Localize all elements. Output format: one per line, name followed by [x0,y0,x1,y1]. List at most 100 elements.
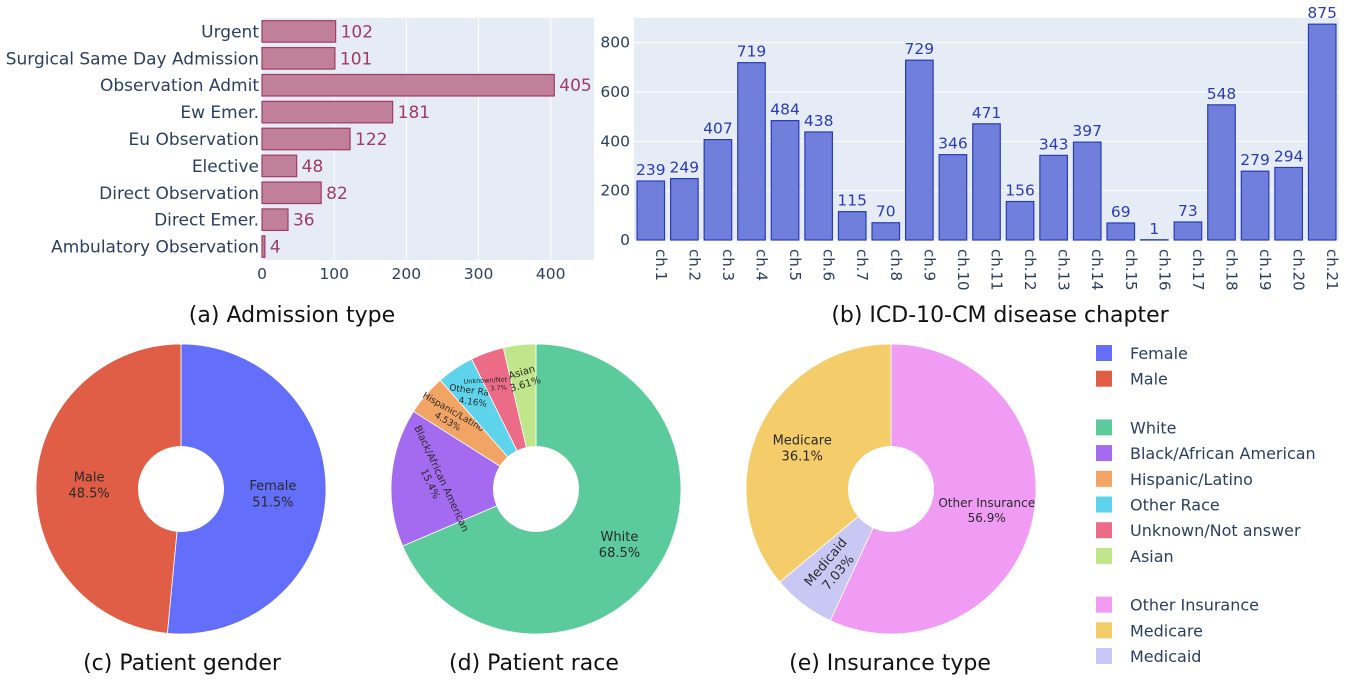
bar-ch-4 [737,62,766,241]
x-tick-label: ch.5 [786,249,804,281]
insurance-type-chart: Other Insurance 56.9%Medicaid7.03%Medicar… [745,343,1037,635]
data-label: 181 [398,103,430,123]
category-label: Surgical Same Day Admission [6,49,259,69]
admission-type-chart: 0 100 200 300 400 Urgent 102 Surgical Same Day … [6,18,594,283]
data-label: 719 [737,43,767,61]
y-tick-label: 400 [600,132,630,150]
data-label: 101 [340,49,372,69]
data-label: 346 [938,135,968,153]
bar-surgical-same-day-admission [261,46,336,70]
data-label: 69 [1111,203,1131,221]
legend-swatch-hispanic-latino [1096,470,1112,487]
category-label: Ambulatory Observation [51,238,259,258]
slice-black-african-american [390,410,537,547]
caption-insurance-type: (e) Insurance type [789,651,991,676]
data-label: 36 [293,211,315,231]
data-label: 48 [302,157,324,177]
legend-label-asian: Asian [1130,547,1174,566]
bar-ch-12 [1005,200,1035,241]
data-label: 4 [270,238,281,258]
data-label: 548 [1207,85,1237,103]
data-label: 471 [972,104,1002,122]
bar-elective [261,154,298,178]
data-label: 729 [905,40,935,58]
data-label: 249 [670,159,700,177]
slice-female [166,343,327,635]
data-label: 438 [804,112,834,130]
legend-label-black-african-american: Black/African American [1130,444,1316,463]
category-label: Ew Emer. [180,103,259,123]
x-tick-label: 200 [392,265,422,283]
data-label: 407 [703,120,733,138]
legend-swatch-other-insurance [1096,596,1112,613]
data-label: 405 [559,76,591,96]
legend: Female Male White Black/African American His… [1096,344,1316,666]
category-label: Observation Admit [100,76,259,96]
x-tick-label: 300 [464,265,494,283]
x-tick-label: ch.14 [1088,249,1106,291]
legend-swatch-unknown-not-answer [1096,522,1112,539]
patient-gender-chart: Female 51.5% Male 48.5% [35,343,327,635]
legend-label-white: White [1130,418,1177,437]
bar-ch-11 [972,123,1001,241]
bar-ew-emer [261,100,394,124]
bar-urgent [261,20,337,43]
legend-label-male: Male [1130,370,1168,389]
bar-ch-9 [904,59,934,241]
data-label: 343 [1039,135,1069,153]
x-tick-label: ch.3 [719,249,737,281]
bar-ch-3 [703,139,733,241]
x-tick-label: ch.17 [1189,249,1207,291]
x-tick-label: ch.18 [1223,249,1241,291]
legend-label-other-insurance: Other Insurance [1130,596,1259,615]
data-label: 1 [1149,220,1159,238]
bar-ch-8 [871,222,901,241]
bar-eu-observation [261,127,351,151]
slice-male [35,343,182,634]
bar-ch-15 [1106,222,1136,241]
patient-race-chart: White 68.5%Black/African American15.4%His… [390,343,682,635]
data-label: 122 [355,130,387,150]
bar-ch-18 [1207,104,1236,241]
data-label: 102 [341,22,373,42]
donut-hole [493,446,579,532]
legend-label-unknown-not-answer: Unknown/Not answer [1130,521,1301,540]
data-label: 239 [636,161,666,179]
slice-label-medicare: Medicare 36.1% [773,433,832,464]
bar-ch-13 [1039,154,1069,241]
legend-swatch-male [1096,370,1112,387]
x-tick-label: ch.6 [820,249,838,281]
bar-observation-admit [261,73,555,97]
x-tick-label: ch.19 [1256,249,1274,291]
x-tick-label: ch.20 [1290,249,1308,291]
slice-label-unknown-not-answer: Unknown/Not answer3.7% [463,374,533,394]
legend-label-medicare: Medicare [1130,621,1203,640]
legend-swatch-black-african-american [1096,445,1112,462]
data-label: 156 [1005,182,1035,200]
legend-swatch-medicaid [1096,648,1112,664]
legend-label-medicaid: Medicaid [1130,647,1201,666]
x-tick-label: ch.7 [853,249,871,281]
slice-label-white: White 68.5% [599,530,640,561]
x-tick-label: ch.12 [1021,249,1039,291]
legend-swatch-other-race [1096,496,1112,513]
slice-label-other-insurance: Other Insurance 56.9% [938,496,1035,525]
category-label: Elective [192,157,259,177]
y-tick-label: 0 [620,231,630,249]
bar-ch-20 [1274,166,1304,241]
donut-hole [848,446,934,532]
y-tick-label: 200 [600,182,630,200]
x-tick-label: ch.8 [887,249,905,281]
x-tick-label: ch.4 [753,249,771,281]
x-tick-label: ch.1 [652,249,670,281]
bar-ambulatory-observation [261,235,266,258]
bar-ch-7 [837,211,867,241]
x-tick-label: ch.16 [1155,249,1173,291]
bar-direct-emer [261,208,289,232]
caption-patient-gender: (c) Patient gender [83,651,282,676]
x-tick-label: ch.10 [954,249,972,291]
legend-swatch-white [1096,419,1112,436]
y-tick-label: 600 [600,83,630,101]
